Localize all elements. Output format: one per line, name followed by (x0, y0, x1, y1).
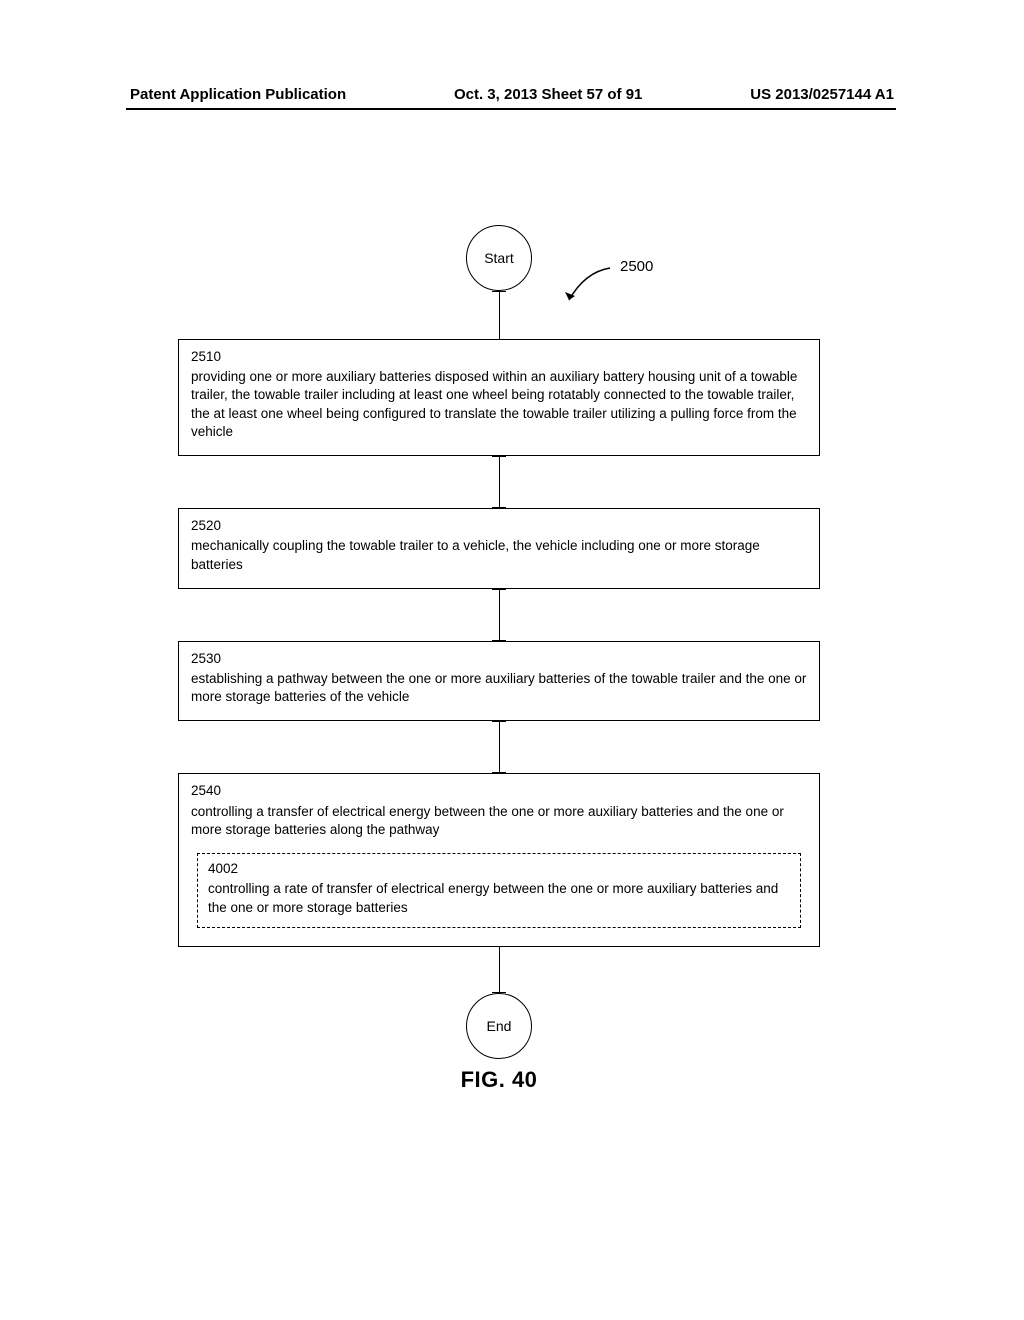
page-header: Patent Application Publication Oct. 3, 2… (0, 86, 1024, 103)
start-terminal: Start (466, 225, 532, 291)
step-number: 2510 (191, 348, 807, 366)
substep-number: 4002 (208, 860, 790, 878)
header-right: US 2013/0257144 A1 (750, 86, 894, 103)
substep-text: controlling a rate of transfer of electr… (208, 881, 778, 914)
connector (178, 721, 820, 773)
connector (178, 291, 820, 339)
flowchart: Start 2510 providing one or more auxilia… (178, 225, 820, 1093)
step-number: 2540 (191, 782, 807, 800)
header-left: Patent Application Publication (130, 86, 346, 103)
flow-step-2520: 2520 mechanically coupling the towable t… (178, 508, 820, 589)
flow-step-2510: 2510 providing one or more auxiliary bat… (178, 339, 820, 456)
step-text: establishing a pathway between the one o… (191, 671, 806, 704)
flow-substep-4002: 4002 controlling a rate of transfer of e… (197, 853, 801, 928)
flow-step-2540: 2540 controlling a transfer of electrica… (178, 773, 820, 946)
connector (178, 589, 820, 641)
header-rule (126, 108, 896, 110)
end-terminal: End (466, 993, 532, 1059)
end-label: End (487, 1018, 512, 1034)
page: Patent Application Publication Oct. 3, 2… (0, 0, 1024, 1320)
step-text: mechanically coupling the towable traile… (191, 538, 760, 571)
start-label: Start (484, 250, 514, 266)
step-number: 2520 (191, 517, 807, 535)
connector (178, 456, 820, 508)
header-center: Oct. 3, 2013 Sheet 57 of 91 (454, 86, 642, 103)
connector (178, 947, 820, 993)
flow-step-2530: 2530 establishing a pathway between the … (178, 641, 820, 722)
step-text: controlling a transfer of electrical ene… (191, 804, 784, 837)
step-text: providing one or more auxiliary batterie… (191, 369, 797, 439)
step-number: 2530 (191, 650, 807, 668)
figure-label: FIG. 40 (178, 1067, 820, 1093)
